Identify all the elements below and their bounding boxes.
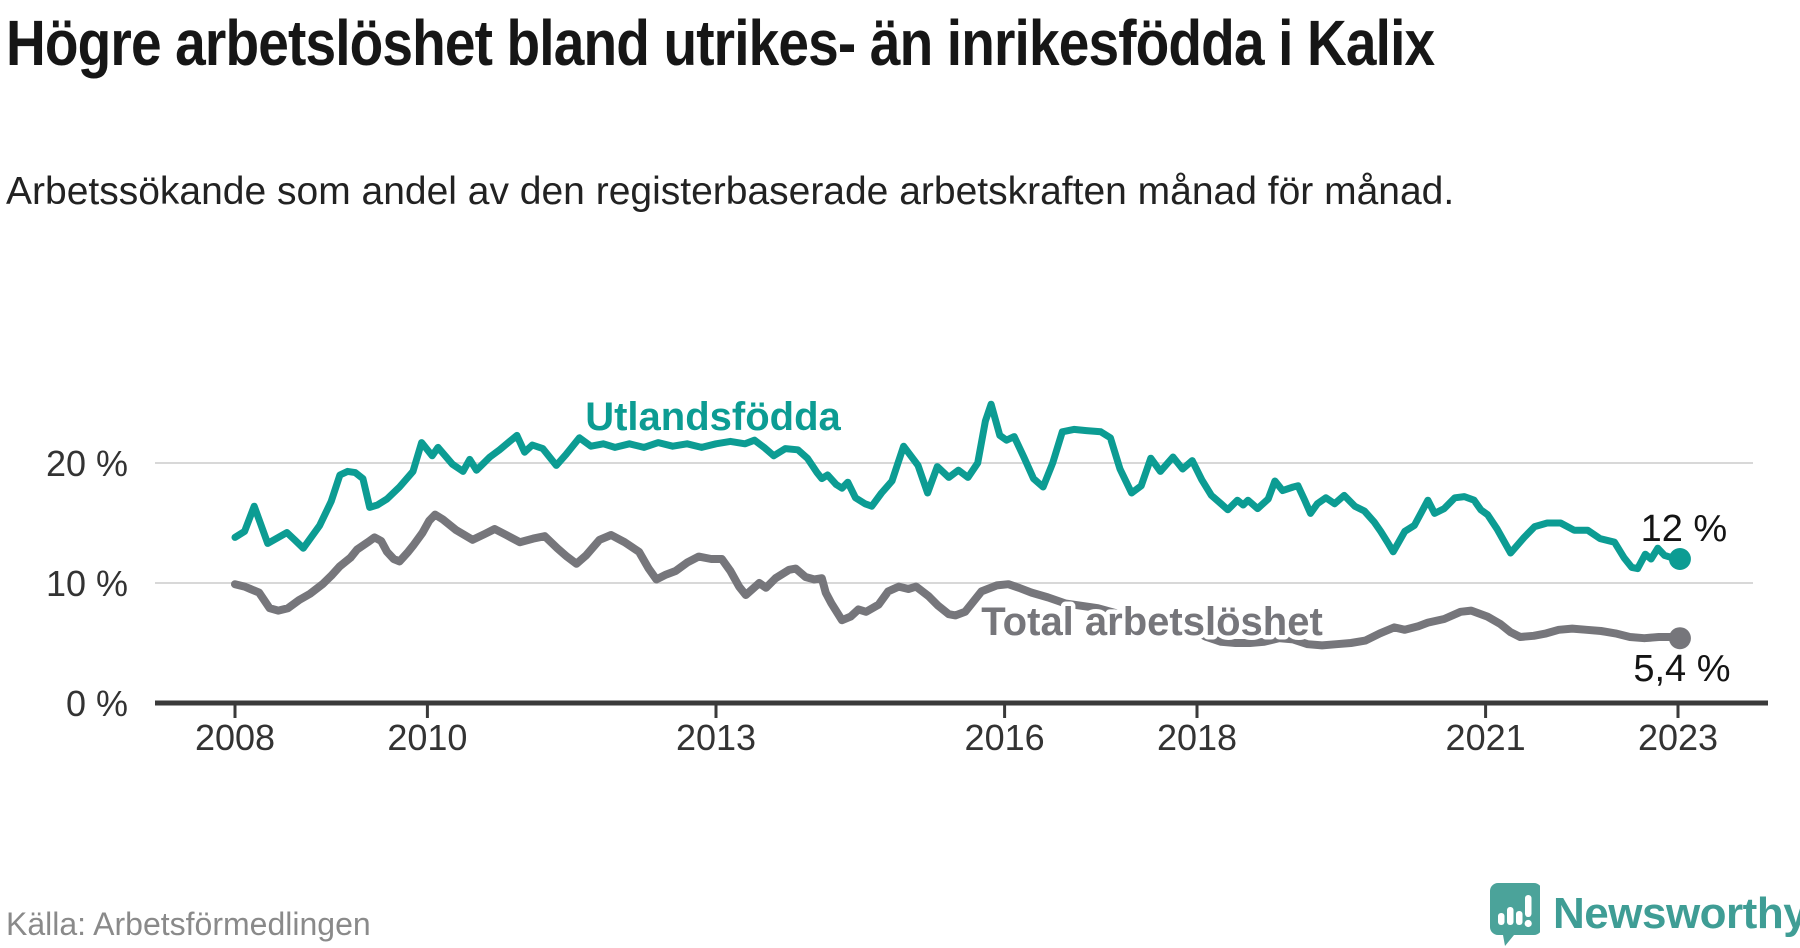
series-line-total (231, 510, 1684, 650)
exclamation-bar-icon (1525, 895, 1532, 917)
x-axis-tick-label: 2008 (195, 717, 275, 758)
series-end-value-label: 5,4 % (1633, 648, 1730, 690)
chart-subtitle: Arbetssökande som andel av den registerb… (6, 170, 1455, 213)
series-inline-label: Total arbetslöshet (981, 600, 1323, 644)
x-axis-tick-label: 2023 (1638, 717, 1718, 758)
x-axis-tick-label: 2021 (1446, 717, 1526, 758)
speech-bubble-shape (1490, 883, 1540, 946)
bar-icon-small (1498, 913, 1505, 925)
page-title: Högre arbetslöshet bland utrikes- än inr… (6, 7, 1435, 79)
series-end-dot (1668, 548, 1691, 570)
bar-icon-medium (1507, 907, 1514, 925)
series-end-value-label: 12 % (1641, 508, 1728, 550)
newsworthy-speech-bubble-icon (1490, 883, 1540, 946)
x-axis-tick-label: 2010 (387, 717, 467, 758)
x-axis-tick-label: 2013 (676, 717, 756, 758)
x-axis-tick-label: 2016 (965, 717, 1045, 758)
series-inline-label: Utlandsfödda (585, 395, 841, 439)
newsworthy-logo: Newsworthy (1488, 882, 1800, 946)
y-axis-tick-label: 0 % (66, 683, 128, 724)
brand-wordmark: Newsworthy (1553, 889, 1800, 938)
y-axis-tick-label: 20 % (46, 443, 128, 484)
exclamation-dot-icon (1524, 919, 1532, 928)
y-axis-tick-label: 10 % (46, 563, 128, 604)
series-end-dot (1668, 627, 1691, 650)
x-axis-tick-label: 2018 (1157, 717, 1237, 758)
source-note: Källa: Arbetsförmedlingen (6, 906, 371, 942)
series-line-utlandsfodda (231, 400, 1684, 573)
bar-icon-tall (1516, 911, 1523, 925)
